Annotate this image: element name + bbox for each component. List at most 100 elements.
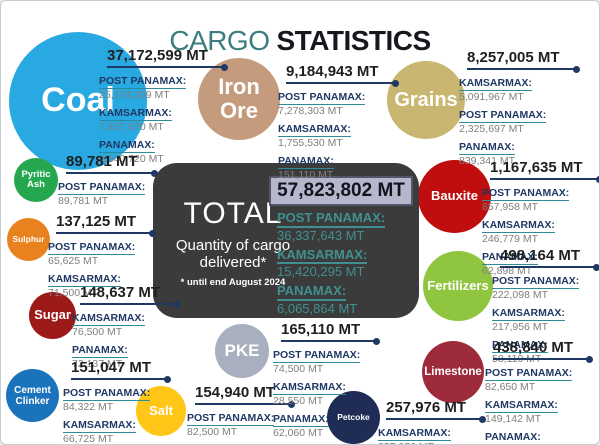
cargo-circle-grains: Grains: [387, 61, 465, 139]
breakdown-value: 839,341 MT: [459, 155, 516, 168]
cargo-info-cement-clinker: 151,047 MT POST PANAMAX: 84,322 MT KAMSA…: [63, 359, 172, 444]
breakdown-label: KAMSARMAX:: [278, 123, 351, 137]
leader-dot-icon: [479, 415, 487, 423]
cargo-circle-salt: Salt: [136, 386, 186, 436]
cargo-circle-fertilizers: Fertilizers: [423, 251, 493, 321]
breakdown-label: KAMSARMAX:: [277, 247, 368, 265]
cargo-total-iron-ore: 9,184,943 MT: [286, 63, 379, 80]
cargo-info-coal: 37,172,599 MT POST PANAMAX: 25,174,209 M…: [99, 47, 228, 167]
breakdown-label: PANAMAX:: [99, 139, 155, 153]
breakdown-label: KAMSARMAX:: [99, 107, 172, 121]
leader-dot-icon: [391, 79, 399, 87]
cargo-circle-coal: Coal: [9, 32, 147, 170]
breakdown-value: 28,550 MT: [273, 395, 324, 408]
breakdown-label: KAMSARMAX:: [378, 427, 451, 441]
breakdown-value: 89,781 MT: [58, 195, 109, 207]
breakdown-value: 82,650 MT: [485, 381, 536, 393]
breakdown-value: 217,956 MT: [492, 321, 549, 334]
breakdown-label: POST PANAMAX:: [492, 275, 580, 289]
total-subtitle-line2: delivered*: [199, 254, 267, 272]
breakdown-value: 257,976 MT: [378, 441, 482, 444]
breakdown-value: 246,779 MT: [482, 233, 539, 246]
cargo-circle-bauxite: Bauxite: [418, 160, 491, 233]
breakdown-entry: PANAMAX: 62,898 MT: [482, 247, 599, 278]
breakdown-value: 7,457,670 MT: [99, 121, 164, 134]
breakdown-entry: KAMSARMAX: 1,755,530 MT: [278, 119, 395, 150]
leader-dot-icon: [373, 337, 381, 345]
breakdown-entry: POST PANAMAX: 36,337,643 MT: [277, 209, 386, 244]
breakdown-entry: KAMSARMAX: 71,500 MT: [48, 269, 152, 300]
breakdown-label: KAMSARMAX:: [63, 419, 136, 433]
breakdown-entry: POST PANAMAX: 74,500 MT: [273, 345, 376, 376]
cargo-info-pyritic-ash: 89,781 MT POST PANAMAX: 89,781 MT: [58, 153, 158, 209]
breakdown-value: 15,420,295 MT: [277, 264, 365, 280]
breakdown-label: POST PANAMAX:: [273, 349, 361, 363]
leader-line: 37,172,599 MT: [107, 47, 228, 71]
breakdown-label: KAMSARMAX:: [72, 312, 145, 326]
page-title: CARGO STATISTICS: [1, 25, 599, 57]
cargo-name-sugar: Sugar: [34, 307, 71, 323]
breakdown-label: PANAMAX:: [278, 155, 334, 169]
breakdown-entry: KAMSARMAX: 15,420,295 MT: [277, 246, 385, 281]
breakdown-entry: POST PANAMAX: 82,650 MT: [485, 363, 589, 394]
leader-dot-icon: [572, 65, 580, 73]
breakdown-label: PANAMAX:: [459, 141, 515, 155]
breakdown-entry: PANAMAX: 151,110 MT: [278, 151, 395, 182]
breakdown-value: 6,065,864 MT: [277, 301, 358, 316]
cargo-name-sulphur: Sulphur: [12, 233, 45, 244]
breakdown-entry: POST PANAMAX: 2,325,697 MT: [459, 105, 576, 136]
leader-line: 154,940 MT: [195, 384, 296, 408]
total-panel: TOTAL Quantity of cargo delivered* * unt…: [153, 163, 419, 318]
cargo-total-pyritic-ash: 89,781 MT: [66, 153, 138, 170]
cargo-info-sulphur: 137,125 MT POST PANAMAX: 65,625 MT KAMSA…: [48, 213, 157, 301]
cargo-info-grains: 8,257,005 MT KAMSARMAX: 5,091,967 MT POS…: [459, 49, 580, 169]
breakdown-value: 4,540,720 MT: [99, 153, 164, 166]
breakdown-label: KAMSARMAX:: [273, 381, 346, 395]
cargo-info-bauxite: 1,167,635 MT POST PANAMAX: 857,958 MT KA…: [482, 159, 599, 279]
cargo-info-sugar: 148,637 MT KAMSARMAX: 76,500 MT PANAMAX:…: [72, 284, 181, 372]
leader-dot-icon: [164, 375, 172, 383]
cargo-circle-pyritic-ash: Pyritic Ash: [14, 158, 58, 202]
breakdown-entry: KAMSARMAX: 257,976 MT: [378, 423, 482, 444]
leader-dot-icon: [288, 400, 296, 408]
cargo-name-fertilizers: Fertilizers: [427, 277, 489, 293]
cargo-total-sugar: 148,637 MT: [80, 284, 161, 301]
breakdown-label: KAMSARMAX:: [482, 219, 555, 233]
breakdown-label: POST PANAMAX:: [485, 367, 573, 381]
breakdown-entry: POST PANAMAX: 84,322 MT: [63, 383, 167, 414]
breakdown-value: 149,142 MT: [485, 413, 542, 426]
breakdown-entry: POST PANAMAX: 222,098 MT: [492, 271, 596, 302]
leader-dot-icon: [595, 175, 599, 183]
cargo-circle-pke: PKE: [215, 324, 269, 378]
breakdown-value: 84,322 MT: [63, 401, 114, 413]
cargo-name-pke: PKE: [224, 340, 260, 360]
cargo-name-pyritic-ash: Pyritic Ash: [21, 168, 51, 190]
breakdown-label: POST PANAMAX:: [63, 387, 151, 401]
cargo-info-fertilizers: 498,164 MT POST PANAMAX: 222,098 MT KAMS…: [492, 247, 599, 367]
breakdown-entry: KAMSARMAX: 246,779 MT: [482, 215, 599, 246]
breakdown-entry: PANAMAX: 62,060 MT: [273, 409, 376, 440]
breakdown-label: PANAMAX:: [72, 344, 128, 358]
cargo-info-petcoke: 257,976 MT KAMSARMAX: 257,976 MT: [378, 399, 487, 444]
breakdown-value: 5,091,967 MT: [459, 91, 524, 103]
breakdown-value: 7,278,303 MT: [278, 105, 343, 117]
title-word-statistics: STATISTICS: [276, 25, 432, 56]
breakdown-value: 2,325,697 MT: [459, 123, 524, 136]
leader-dot-icon: [586, 355, 594, 363]
cargo-total-petcoke: 257,976 MT: [386, 399, 467, 416]
breakdown-entry: POST PANAMAX: 82,500 MT: [187, 408, 291, 439]
breakdown-value: 76,500 MT: [72, 326, 123, 338]
breakdown-label: PANAMAX:: [492, 339, 548, 353]
title-word-cargo: CARGO: [169, 25, 270, 56]
cargo-total-bauxite: 1,167,635 MT: [490, 159, 583, 176]
breakdown-value: 1,755,530 MT: [278, 137, 343, 150]
breakdown-value: 71,500 MT: [48, 287, 99, 300]
cargo-total-sulphur: 137,125 MT: [56, 213, 137, 230]
total-panel-left: TOTAL Quantity of cargo delivered* * unt…: [157, 197, 309, 288]
leader-line: 148,637 MT: [80, 284, 181, 308]
breakdown-label: KAMSARMAX:: [492, 307, 565, 321]
breakdown-entry: KAMSARMAX: 76,500 MT: [72, 308, 176, 339]
leader-line: 9,184,943 MT: [286, 63, 399, 87]
breakdown-entry: PANAMAX: 72,137 MT: [72, 340, 176, 371]
